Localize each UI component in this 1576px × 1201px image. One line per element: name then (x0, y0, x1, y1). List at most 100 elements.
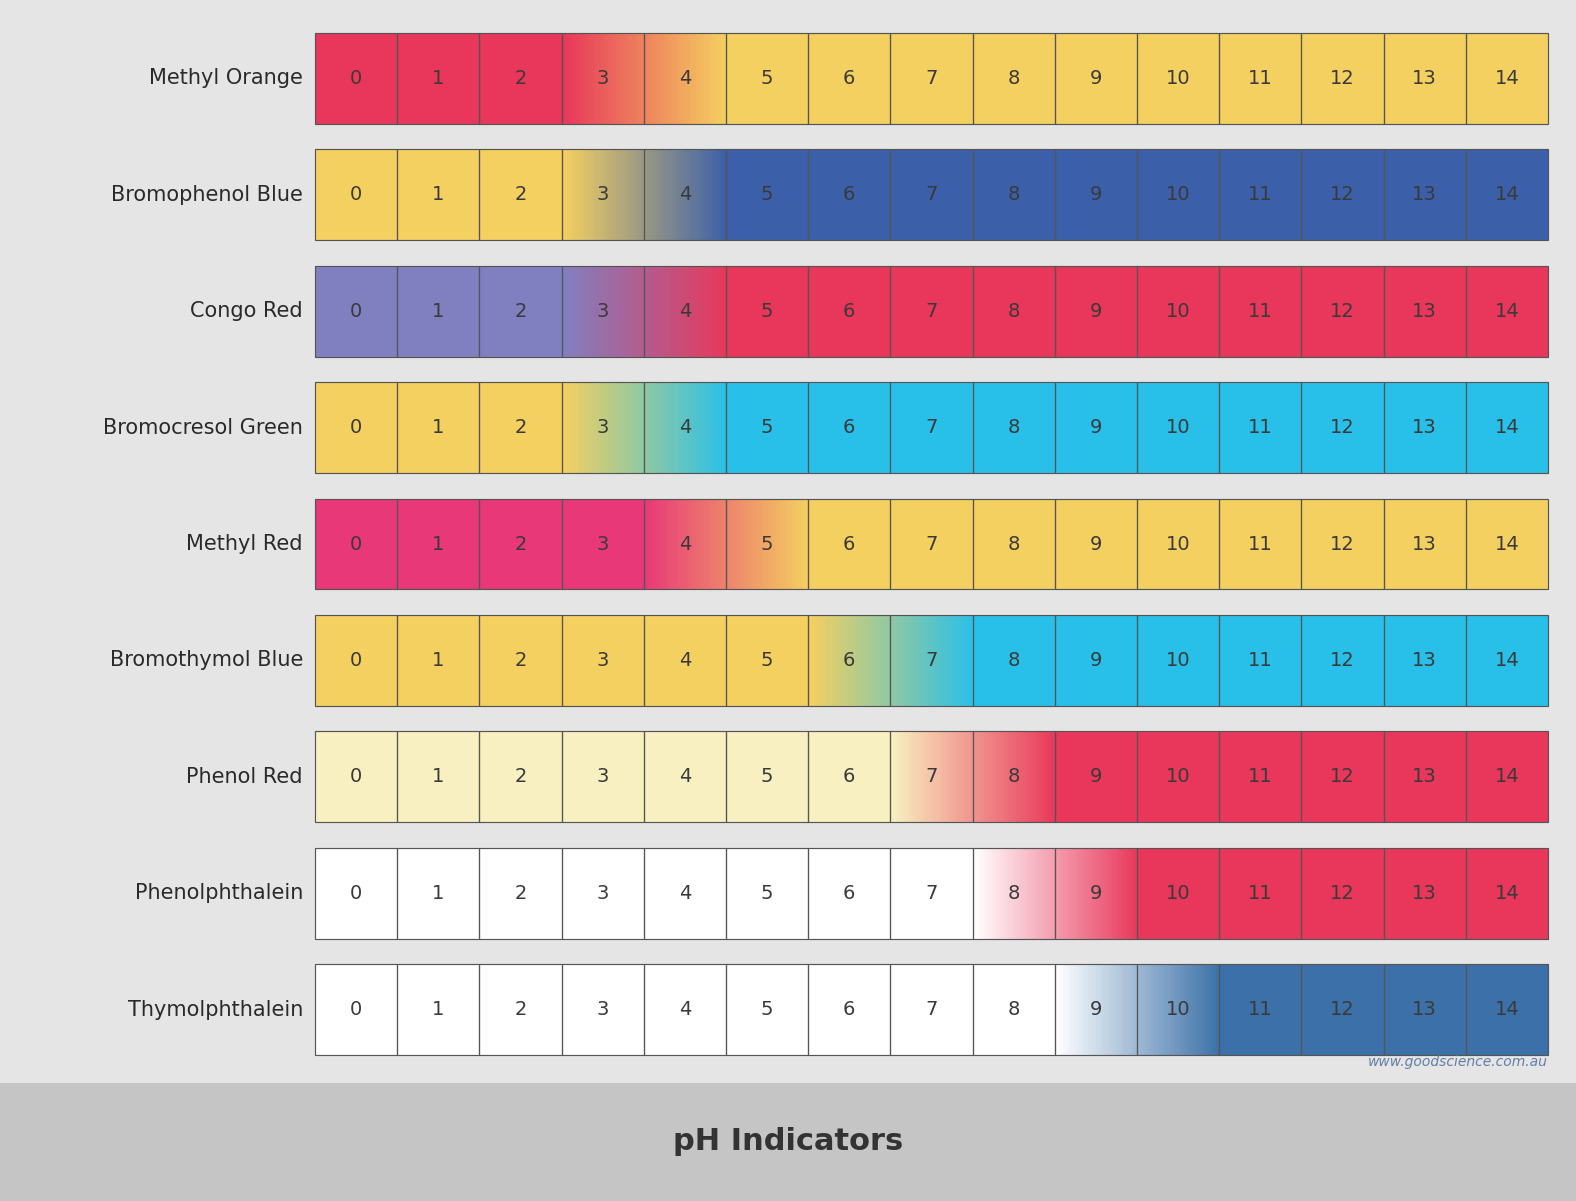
Bar (1302, 498, 1384, 590)
Bar (808, 731, 890, 823)
Bar (1302, 265, 1384, 357)
Bar (1466, 731, 1548, 823)
Bar (1061, 964, 1064, 1056)
Bar (805, 498, 808, 590)
Bar (676, 32, 679, 124)
Bar (831, 615, 834, 706)
Text: 13: 13 (1412, 301, 1437, 321)
Bar (1198, 964, 1201, 1056)
Bar (808, 382, 890, 473)
Bar (1028, 848, 1031, 939)
Bar (671, 382, 675, 473)
Bar (397, 149, 479, 240)
Bar (709, 382, 712, 473)
Bar (1046, 848, 1050, 939)
Bar (864, 615, 867, 706)
Bar (1054, 265, 1136, 357)
Text: 14: 14 (1494, 651, 1519, 670)
Bar (1466, 964, 1548, 1056)
Bar (935, 731, 938, 823)
Text: 8: 8 (1007, 185, 1020, 204)
Bar (761, 498, 764, 590)
Bar (920, 731, 924, 823)
Bar (1136, 848, 1220, 939)
Bar (1064, 964, 1067, 1056)
Bar (624, 265, 627, 357)
Text: 4: 4 (679, 418, 692, 437)
Bar (641, 265, 645, 357)
Bar (657, 498, 660, 590)
Bar (808, 498, 890, 590)
Bar (668, 498, 671, 590)
Bar (1102, 964, 1105, 1056)
Text: 0: 0 (350, 651, 362, 670)
Bar (704, 32, 708, 124)
Text: 2: 2 (514, 651, 526, 670)
Bar (909, 615, 913, 706)
Text: 7: 7 (925, 418, 938, 437)
Bar (905, 615, 908, 706)
Bar (969, 615, 972, 706)
Text: 9: 9 (1089, 651, 1102, 670)
Bar (717, 382, 720, 473)
Text: 13: 13 (1412, 534, 1437, 554)
Bar (479, 498, 561, 590)
Bar (972, 731, 1054, 823)
Bar (950, 731, 953, 823)
Bar (1076, 848, 1080, 939)
Bar (690, 149, 693, 240)
Bar (1117, 848, 1121, 939)
Bar (961, 731, 965, 823)
Bar (1057, 964, 1061, 1056)
Bar (1043, 731, 1046, 823)
Bar (1005, 731, 1009, 823)
Bar (605, 265, 608, 357)
Bar (1220, 615, 1302, 706)
Bar (1128, 848, 1132, 939)
Bar (397, 382, 479, 473)
Bar (1013, 848, 1017, 939)
Bar (1176, 964, 1179, 1056)
Text: 8: 8 (1007, 651, 1020, 670)
Bar (972, 149, 1054, 240)
Bar (561, 149, 645, 240)
Bar (979, 731, 982, 823)
Bar (1136, 149, 1220, 240)
Bar (1065, 848, 1069, 939)
Bar (315, 964, 397, 1056)
Bar (602, 382, 605, 473)
Bar (1384, 149, 1466, 240)
Text: 6: 6 (843, 534, 856, 554)
Bar (1057, 848, 1061, 939)
Bar (397, 265, 479, 357)
Bar (645, 964, 727, 1056)
Bar (946, 731, 949, 823)
Bar (808, 265, 890, 357)
Bar (1184, 964, 1187, 1056)
Bar (686, 149, 689, 240)
Bar (716, 498, 719, 590)
Bar (709, 32, 712, 124)
Bar (676, 265, 679, 357)
Bar (561, 848, 645, 939)
Bar (624, 382, 627, 473)
Bar (561, 498, 645, 590)
Bar (816, 615, 820, 706)
Bar (586, 149, 589, 240)
Text: 4: 4 (679, 534, 692, 554)
Bar (1206, 964, 1209, 1056)
Bar (953, 615, 957, 706)
Bar (675, 265, 678, 357)
Text: Congo Red: Congo Red (191, 301, 303, 321)
Bar (808, 615, 890, 706)
Bar (1001, 848, 1004, 939)
Bar (1466, 32, 1548, 124)
Bar (890, 848, 972, 939)
Text: 7: 7 (925, 534, 938, 554)
Bar (779, 498, 782, 590)
Bar (693, 382, 697, 473)
Bar (682, 265, 686, 357)
Bar (589, 265, 593, 357)
Bar (1165, 964, 1168, 1056)
Bar (972, 964, 1054, 1056)
